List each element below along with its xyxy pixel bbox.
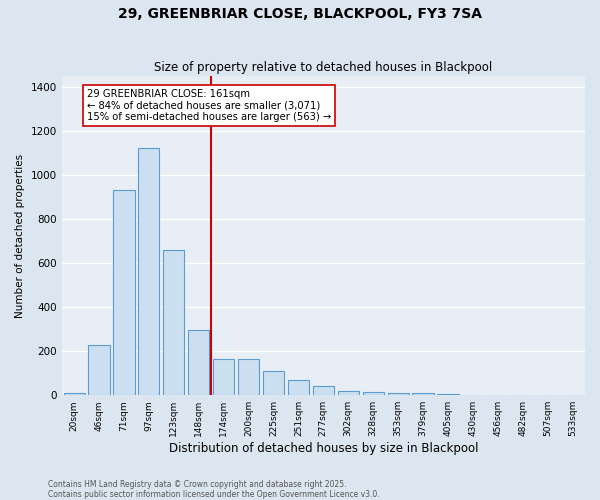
Y-axis label: Number of detached properties: Number of detached properties — [15, 154, 25, 318]
Bar — [88, 344, 110, 395]
Bar — [388, 392, 409, 395]
Bar — [362, 392, 384, 395]
Bar — [313, 386, 334, 395]
Text: 29 GREENBRIAR CLOSE: 161sqm
← 84% of detached houses are smaller (3,071)
15% of : 29 GREENBRIAR CLOSE: 161sqm ← 84% of det… — [86, 89, 331, 122]
Bar — [288, 380, 309, 395]
Bar — [113, 190, 134, 395]
Bar — [412, 394, 434, 395]
Bar — [64, 393, 85, 395]
Bar — [163, 250, 184, 395]
Text: 29, GREENBRIAR CLOSE, BLACKPOOL, FY3 7SA: 29, GREENBRIAR CLOSE, BLACKPOOL, FY3 7SA — [118, 8, 482, 22]
Bar — [238, 360, 259, 395]
Bar — [437, 394, 458, 395]
Bar — [338, 391, 359, 395]
Bar — [213, 360, 234, 395]
Text: Contains HM Land Registry data © Crown copyright and database right 2025.
Contai: Contains HM Land Registry data © Crown c… — [48, 480, 380, 499]
Title: Size of property relative to detached houses in Blackpool: Size of property relative to detached ho… — [154, 62, 493, 74]
Bar — [188, 330, 209, 395]
X-axis label: Distribution of detached houses by size in Blackpool: Distribution of detached houses by size … — [169, 442, 478, 455]
Bar — [263, 371, 284, 395]
Bar — [138, 148, 160, 395]
